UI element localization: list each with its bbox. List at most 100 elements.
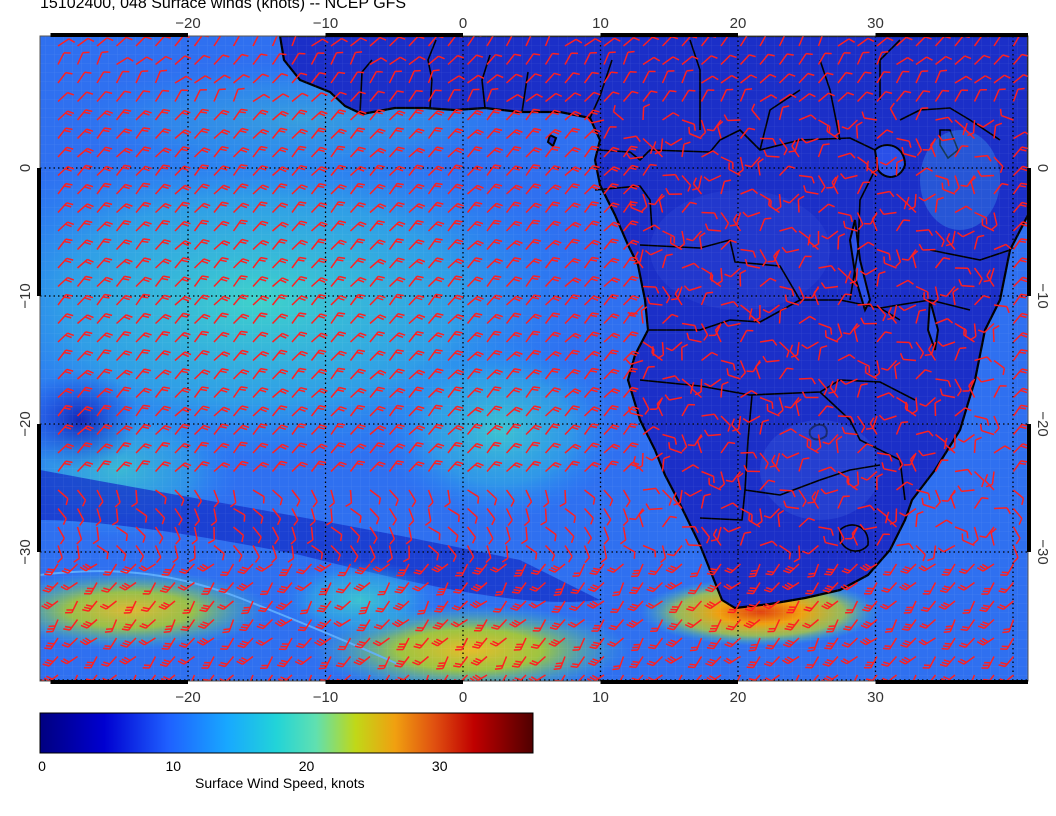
wind-barb <box>408 203 426 214</box>
wind-barb <box>272 443 289 454</box>
left-border-bar <box>37 168 41 296</box>
wind-barb <box>427 423 444 435</box>
wind-barb <box>135 312 152 324</box>
wind-barb <box>622 164 639 176</box>
wind-barb <box>115 147 133 158</box>
wind-barb <box>310 202 328 214</box>
wind-barb <box>135 221 152 232</box>
wind-barb <box>723 114 741 122</box>
wind-barb <box>812 231 820 248</box>
wind-barb <box>505 220 523 232</box>
wind-barb <box>864 365 878 380</box>
wind-barb <box>349 293 366 306</box>
wind-barb <box>544 367 561 380</box>
wind-barb <box>388 257 405 269</box>
wind-barb <box>330 91 347 103</box>
wind-barb <box>291 256 307 269</box>
wind-barb <box>96 127 112 139</box>
wind-barb <box>664 137 683 146</box>
wind-barb <box>427 201 444 213</box>
wind-barb <box>778 105 790 121</box>
bottom-border-bar <box>875 680 1028 684</box>
top-lon-tick-label: −20 <box>175 15 200 32</box>
wind-barb <box>291 109 308 121</box>
wind-barb <box>759 277 777 288</box>
wind-barb <box>642 487 661 495</box>
wind-barb <box>701 211 718 220</box>
wind-barb <box>603 405 619 417</box>
wind-barb <box>369 369 387 380</box>
colorbar-label: Surface Wind Speed, knots <box>195 775 365 791</box>
wind-barb <box>629 200 644 214</box>
wind-barb <box>57 293 73 306</box>
wind-barb <box>486 275 502 287</box>
wind-barb <box>777 397 784 416</box>
wind-barb <box>233 73 250 84</box>
wind-barb <box>174 489 185 507</box>
wind-barb <box>879 156 897 166</box>
wind-barb <box>603 146 620 158</box>
wind-barb <box>486 313 503 325</box>
wind-barb <box>115 405 133 417</box>
bottom-lon-tick-label: −20 <box>175 689 200 706</box>
wind-barb <box>330 109 347 121</box>
wind-barb <box>466 387 484 399</box>
wind-barb <box>271 405 288 417</box>
wind-barb <box>193 183 210 195</box>
wind-barb <box>154 386 171 398</box>
wind-barb <box>564 52 579 65</box>
wind-barb <box>193 202 211 214</box>
wind-barb <box>232 53 249 65</box>
wind-barb <box>979 423 995 436</box>
wind-barb <box>310 92 328 103</box>
wind-barb <box>135 276 152 288</box>
wind-barb <box>843 323 859 335</box>
wind-barb <box>837 233 846 250</box>
wind-barb <box>993 122 1003 139</box>
wind-barb <box>544 220 561 232</box>
wind-barb <box>427 238 443 250</box>
wind-barb <box>584 38 602 47</box>
wind-barb <box>762 304 780 314</box>
wind-barb <box>466 257 483 269</box>
wind-barb <box>115 90 132 102</box>
wind-barb <box>115 425 133 436</box>
wind-barb <box>525 424 542 436</box>
wind-barb <box>252 442 269 454</box>
wind-barb <box>213 406 231 417</box>
wind-barb <box>213 184 231 195</box>
wind-barb <box>800 137 819 144</box>
wind-barb <box>644 248 663 256</box>
wind-barb <box>944 437 956 454</box>
wind-barb <box>651 346 663 362</box>
wind-barb <box>505 73 523 84</box>
wind-barb <box>271 424 289 436</box>
wind-barb <box>784 294 800 306</box>
wind-barb <box>700 89 715 102</box>
wind-barb <box>937 341 956 347</box>
wind-barb <box>271 127 288 139</box>
wind-barb <box>272 388 289 399</box>
wind-barb <box>369 507 380 525</box>
wind-barb <box>957 230 975 238</box>
wind-barb <box>757 158 764 176</box>
wind-barb <box>564 166 582 177</box>
wind-barb <box>564 221 582 232</box>
wind-barb <box>583 386 600 398</box>
wind-barb <box>703 429 722 437</box>
wind-barb <box>505 201 522 213</box>
wind-barb <box>954 175 960 194</box>
wind-barb <box>193 258 211 269</box>
wind-barb <box>878 414 897 421</box>
wind-barb <box>857 241 875 251</box>
wind-barb <box>505 129 523 140</box>
wind-barb <box>154 275 171 287</box>
wind-barb <box>583 461 601 473</box>
wind-barb <box>174 387 191 399</box>
wind-barb <box>369 147 387 158</box>
wind-barb <box>505 442 523 454</box>
wind-barb <box>76 164 93 176</box>
wind-barb <box>751 103 761 121</box>
wind-barb <box>1012 87 1025 102</box>
wind-barb <box>700 119 707 138</box>
